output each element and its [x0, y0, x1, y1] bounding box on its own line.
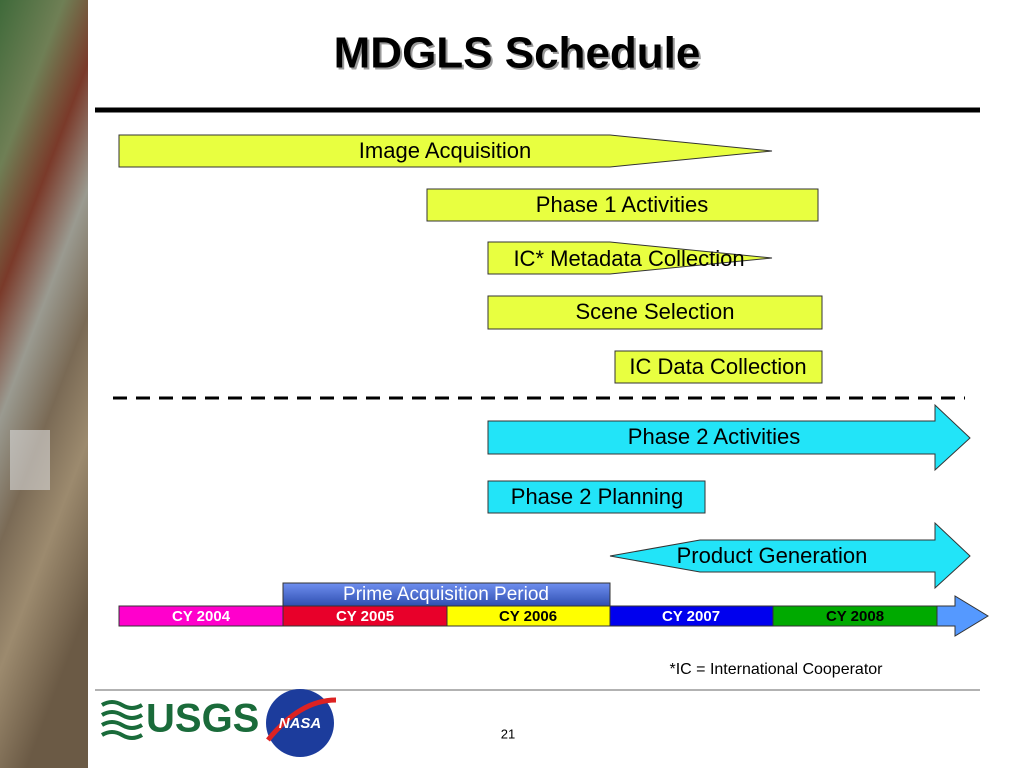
- title-shadow: MDGLS Schedule: [336, 31, 703, 80]
- activity-label: Phase 1 Activities: [536, 192, 708, 217]
- page-number: 21: [501, 726, 515, 741]
- activity-bar: [487, 295, 823, 330]
- title: MDGLS Schedule: [334, 29, 701, 78]
- activity-label: IC Data Collection: [629, 354, 806, 379]
- timeline-arrow: [936, 595, 989, 637]
- cloud: [10, 430, 50, 490]
- activity-bar: [426, 188, 819, 222]
- activity-label: Phase 2 Activities: [628, 424, 800, 449]
- activity-label: Phase 2 Planning: [511, 484, 683, 509]
- year-label: CY 2005: [336, 608, 394, 625]
- usgs-text: USGS: [146, 697, 259, 741]
- activity-label: IC* Metadata Collection: [513, 246, 744, 271]
- activity-arrow: [487, 241, 773, 275]
- year-label: CY 2007: [662, 608, 720, 625]
- activity-arrow: [609, 521, 971, 590]
- satellite-strip: [0, 0, 88, 768]
- activity-arrow: [487, 403, 971, 472]
- prime-period-label: Prime Acquisition Period: [343, 584, 549, 605]
- activity-bar: [614, 350, 823, 384]
- year-label: CY 2004: [172, 608, 231, 625]
- activity-label: Product Generation: [677, 543, 868, 568]
- usgs-logo: USGS: [100, 697, 259, 741]
- year-label: CY 2008: [826, 608, 884, 625]
- activity-label: Image Acquisition: [359, 138, 531, 163]
- nasa-text: NASA: [279, 715, 322, 732]
- activity-arrow: [118, 134, 773, 168]
- activity-label: Scene Selection: [576, 299, 735, 324]
- activity-bar: [487, 480, 706, 514]
- year-label: CY 2006: [499, 608, 557, 625]
- nasa-logo: NASA: [266, 689, 337, 757]
- footnote: *IC = International Cooperator: [669, 661, 883, 678]
